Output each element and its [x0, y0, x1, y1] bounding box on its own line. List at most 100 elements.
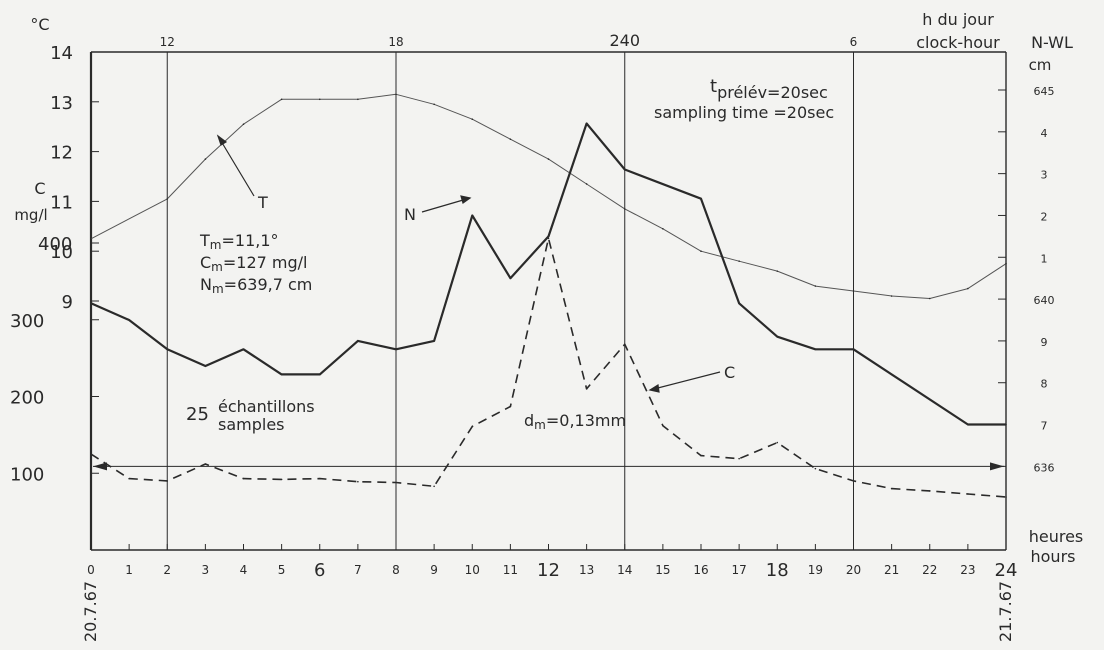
- mean-N-sub: m: [212, 282, 224, 296]
- sampling-sub: prélév=20sec: [717, 83, 828, 102]
- right-N-tick-label-7: 3: [1041, 169, 1048, 182]
- right-N-tick-label-6: 2: [1041, 210, 1048, 223]
- top-tick-label-1: 18: [388, 35, 403, 49]
- pointer-N-head: [460, 195, 472, 204]
- point-T-14: [662, 227, 664, 230]
- point-N-14: [623, 168, 626, 171]
- x-tick-label-1: 1: [125, 563, 133, 577]
- series-pointers: [216, 134, 721, 393]
- mean-C-val: =127 mg/l: [223, 253, 308, 272]
- point-C-24: [1005, 496, 1007, 498]
- samples-span-arrow-left: [93, 462, 107, 471]
- axes: [89, 51, 1007, 551]
- point-C-2: [166, 480, 169, 482]
- x-tick-label-7: 7: [354, 563, 362, 577]
- x-tick-label-3: 3: [202, 563, 210, 577]
- point-N-3: [204, 365, 207, 367]
- x-tick-label-10: 10: [465, 563, 480, 577]
- left-T-tick-label-2: 11: [50, 192, 73, 213]
- top-axis-title-fr: h du jour: [922, 10, 994, 29]
- left-T-tick-label-4: 13: [50, 93, 73, 114]
- left-C-tick-label-3: 400: [38, 234, 72, 255]
- right-N-tick-label-1: 7: [1041, 420, 1048, 433]
- point-C-22: [928, 490, 931, 492]
- series-label-N: N: [404, 205, 416, 224]
- mean-N-val: =639,7 cm: [224, 275, 313, 294]
- right-N-tick-label-2: 8: [1041, 378, 1048, 391]
- x-tick-label-8: 8: [392, 563, 400, 577]
- point-N-15: [700, 197, 702, 200]
- point-T-6: [357, 98, 359, 101]
- mean-T-sub: m: [210, 238, 222, 252]
- left-C-tick-label-0: 100: [10, 464, 44, 485]
- point-N-6: [318, 373, 321, 376]
- top-tick-label-2: 240: [609, 31, 640, 50]
- point-T-2: [204, 158, 207, 160]
- sampling-time-en: sampling time =20sec: [654, 103, 834, 122]
- point-T-3: [242, 123, 245, 126]
- x-tick-label-11: 11: [503, 563, 518, 577]
- point-C-20: [852, 480, 855, 482]
- point-N-19: [852, 348, 855, 351]
- point-C-6: [318, 477, 321, 480]
- point-N-2: [166, 348, 169, 351]
- point-T-9: [471, 118, 474, 121]
- mean-T-val: =11,1°: [221, 231, 278, 250]
- right-N-tick-label-9: 645: [1034, 85, 1055, 98]
- right-axis-title-cm: cm: [1029, 56, 1052, 74]
- series-lines: [90, 93, 1007, 498]
- point-C-10: [471, 425, 474, 428]
- samples-en: samples: [218, 415, 285, 434]
- x-tick-label-18: 18: [766, 560, 789, 581]
- point-T-16: [738, 260, 740, 262]
- point-C-17: [738, 457, 740, 460]
- left-axis-title-C: C: [34, 179, 45, 198]
- point-C-19: [814, 467, 817, 470]
- point-T-19: [852, 290, 855, 292]
- mean-N: Nm=639,7 cm: [200, 275, 312, 296]
- point-N-20: [967, 423, 969, 426]
- x-tick-label-21: 21: [884, 563, 899, 577]
- right-axis-title-nwl: N-WL: [1031, 33, 1073, 52]
- x-tick-label-5: 5: [278, 563, 286, 577]
- point-C-23: [967, 493, 969, 495]
- date-label-1: 21.7.67: [996, 581, 1015, 642]
- x-tick-label-9: 9: [430, 563, 438, 577]
- point-C-9: [433, 485, 435, 488]
- point-C-18: [776, 441, 779, 444]
- point-C-14: [623, 343, 626, 346]
- point-N-8: [395, 348, 397, 351]
- point-N-10: [471, 214, 474, 217]
- x-tick-label-0: 0: [87, 563, 95, 577]
- point-N-4: [242, 348, 245, 351]
- x-tick-label-12: 12: [537, 560, 560, 581]
- point-C-13: [585, 388, 588, 390]
- point-T-0: [90, 237, 92, 240]
- left-T-tick-label-5: 14: [50, 43, 73, 64]
- series-label-T: T: [257, 193, 268, 212]
- point-T-22: [967, 287, 969, 290]
- x-tick-label-20: 20: [846, 563, 861, 577]
- point-T-7: [395, 93, 397, 96]
- point-N-11: [509, 277, 512, 279]
- mean-T-letter: T: [199, 231, 210, 250]
- left-axis-title-degC: °C: [30, 15, 49, 34]
- point-T-4: [280, 98, 283, 101]
- series-line-T: [90, 93, 1007, 299]
- point-T-1: [166, 198, 169, 200]
- samples-span-arrow-right: [990, 462, 1004, 471]
- grain-size-d: d: [524, 411, 534, 430]
- point-T-17: [776, 270, 779, 272]
- right-N-tick-label-8: 4: [1041, 127, 1048, 140]
- top-tick-label-3: 6: [850, 35, 858, 49]
- point-T-13: [623, 208, 626, 210]
- x-tick-label-16: 16: [693, 563, 708, 577]
- x-tick-label-13: 13: [579, 563, 594, 577]
- sampling-t: t: [710, 76, 717, 97]
- x-tick-label-17: 17: [731, 563, 746, 577]
- point-N-5: [280, 373, 283, 376]
- point-N-16: [738, 302, 740, 305]
- x-axis-title-fr: heures: [1029, 527, 1084, 546]
- point-N-1: [128, 319, 130, 321]
